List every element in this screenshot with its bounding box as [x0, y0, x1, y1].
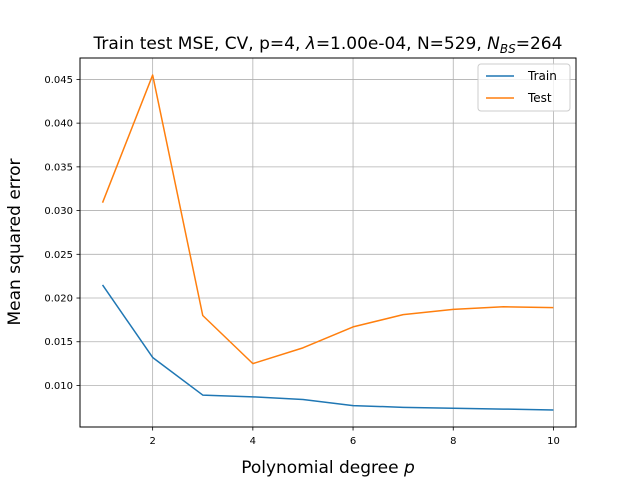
y-axis-title: Mean squared error — [5, 159, 25, 326]
x-tick-label: 6 — [350, 436, 356, 447]
y-tick-label: 0.020 — [44, 294, 73, 305]
y-tick-label: 0.030 — [44, 206, 73, 217]
legend: Train Test — [477, 63, 571, 112]
plot-area-frame — [79, 57, 577, 428]
y-tick-label: 0.015 — [44, 337, 73, 348]
x-tick-label: 4 — [250, 436, 256, 447]
y-axis-ticks: 0.010 0.015 0.020 0.025 0.030 0.035 0.040 0.045 — [44, 75, 80, 392]
series-line-train — [101, 284, 554, 411]
y-tick-label: 0.035 — [44, 162, 73, 173]
x-tick-label: 8 — [450, 436, 456, 447]
y-tick-label: 0.045 — [44, 75, 73, 86]
x-axis-title: Polynomial degree p — [241, 458, 415, 478]
x-tick-label: 2 — [149, 436, 155, 447]
y-tick-label: 0.040 — [44, 119, 73, 130]
grid-lines — [80, 58, 576, 427]
chart-title: Train test MSE, CV, p=4, λ=1.00e-04, N=5… — [93, 34, 563, 56]
series-lines — [101, 74, 554, 411]
y-tick-label: 0.025 — [44, 250, 73, 261]
legend-label-train: Train — [527, 69, 557, 83]
x-axis-ticks: 2 4 6 8 10 — [149, 427, 560, 447]
series-line-test — [101, 74, 554, 365]
legend-label-test: Test — [527, 91, 552, 105]
y-tick-label: 0.010 — [44, 381, 73, 392]
x-tick-label: 10 — [547, 436, 560, 447]
